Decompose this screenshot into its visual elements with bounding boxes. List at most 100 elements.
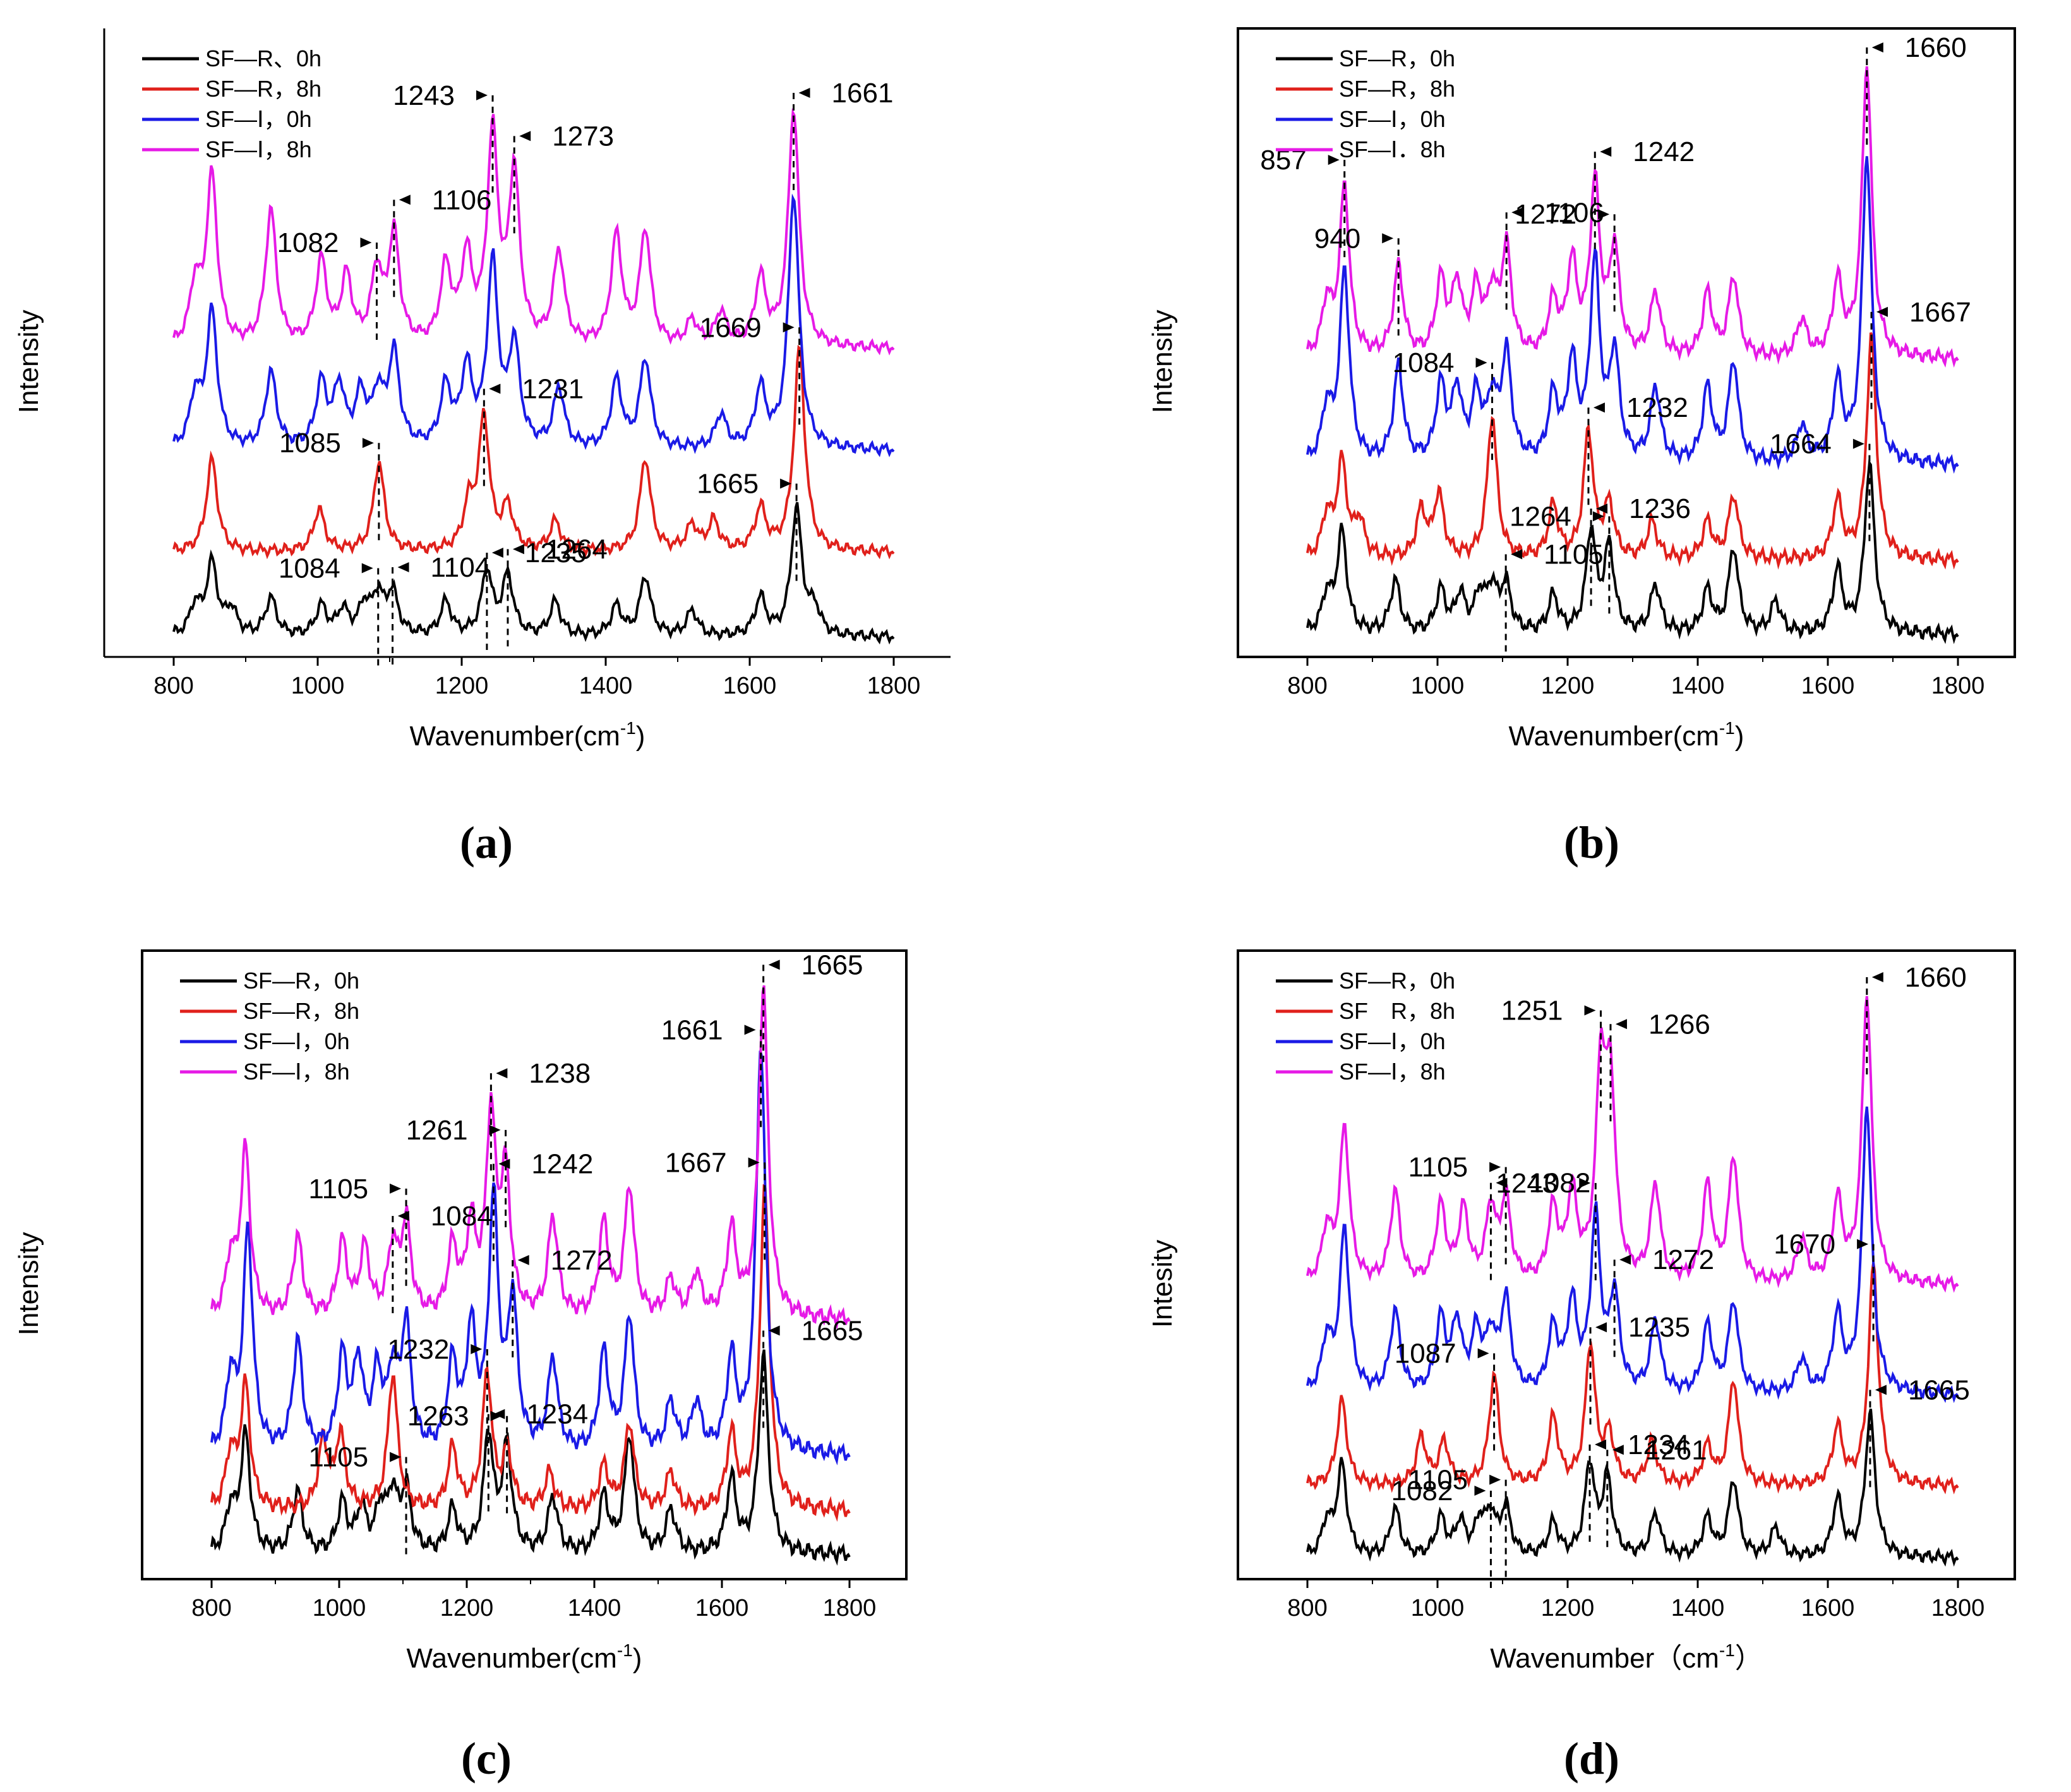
peak-arrow-icon bbox=[1595, 1322, 1607, 1333]
y-axis-title: Intensity bbox=[13, 1232, 44, 1335]
peak-arrow-icon bbox=[489, 1124, 501, 1135]
peak-arrow-icon bbox=[1857, 1239, 1869, 1249]
peak-label: 1085 bbox=[279, 428, 341, 459]
x-tick-label: 800 bbox=[153, 673, 193, 699]
peak-label: 1236 bbox=[1629, 493, 1691, 524]
legend-label: SF R，8h bbox=[1339, 998, 1455, 1024]
peak-label: 1261 bbox=[406, 1115, 468, 1146]
peak-arrow-icon bbox=[1615, 1019, 1627, 1030]
legend-label: SF—R，8h bbox=[243, 998, 359, 1024]
series-line-sf-i-8h bbox=[172, 107, 895, 356]
x-tick-label: 1800 bbox=[1931, 1595, 1985, 1621]
peak-label: 1234 bbox=[526, 1399, 588, 1430]
peak-arrow-icon bbox=[1619, 1254, 1631, 1265]
x-tick-label: 1800 bbox=[1931, 673, 1985, 699]
peak-arrow-icon bbox=[360, 237, 372, 248]
peak-arrow-icon bbox=[471, 1344, 483, 1354]
peak-arrow-icon bbox=[1584, 1005, 1596, 1016]
x-tick-label: 1000 bbox=[1411, 1595, 1465, 1621]
peak-arrow-icon bbox=[1871, 42, 1883, 53]
series-line-sf-r-0h bbox=[1306, 459, 1959, 644]
x-tick-label: 800 bbox=[191, 1595, 231, 1621]
peak-label: 1272 bbox=[1515, 199, 1576, 230]
peak-label: 1105 bbox=[308, 1174, 368, 1205]
peak-label: 1105 bbox=[1544, 539, 1604, 570]
peak-arrow-icon bbox=[1511, 207, 1523, 218]
x-tick-label: 1400 bbox=[1671, 1595, 1725, 1621]
peak-label: 1105 bbox=[1408, 1465, 1468, 1496]
peak-arrow-icon bbox=[1593, 402, 1605, 413]
peak-arrow-icon bbox=[1596, 503, 1608, 514]
series-line-sf-r-0h bbox=[172, 502, 895, 645]
panel-a: 800 1000 1200 1400 1600 1800 Wavenumber(cm-1) I… bbox=[13, 28, 951, 868]
peak-label: 1084 bbox=[431, 1201, 493, 1232]
series-line-sf-i-0h bbox=[172, 193, 895, 457]
peak-arrow-icon bbox=[512, 544, 524, 555]
peak-label: 1273 bbox=[552, 121, 614, 152]
peak-arrow-icon bbox=[399, 195, 411, 205]
legend-label: SF—R，0h bbox=[1339, 968, 1455, 994]
peak-arrow-icon bbox=[490, 1410, 502, 1421]
x-axis-title-main: Wavenumber(cm bbox=[1509, 721, 1719, 752]
peak-arrow-icon bbox=[361, 563, 373, 574]
x-tick-label: 1400 bbox=[579, 673, 633, 699]
series-line-sf-r-8h bbox=[1306, 332, 1959, 570]
x-axis-title-main: Wavenumber(cm bbox=[407, 1643, 617, 1674]
legend-label: SF—R、0h bbox=[205, 45, 321, 71]
x-axis-title: Wavenumber(cm-1) bbox=[1509, 718, 1744, 752]
peak-label: 1231 bbox=[522, 374, 584, 405]
y-axis-title: Intensity bbox=[1147, 310, 1178, 413]
peak-arrow-icon bbox=[1595, 1439, 1607, 1450]
peak-label: 1664 bbox=[1770, 429, 1832, 460]
x-tick-label: 1600 bbox=[695, 1595, 749, 1621]
peak-arrow-icon bbox=[1592, 511, 1604, 522]
x-tick-label: 1200 bbox=[1541, 673, 1595, 699]
peak-arrow-icon bbox=[489, 383, 501, 394]
peak-label: 1106 bbox=[1544, 197, 1604, 228]
legend-label: SF—Ⅰ．8h bbox=[1339, 136, 1446, 162]
series-line-sf-i-8h bbox=[210, 985, 851, 1330]
peak-label: 1665 bbox=[801, 1315, 863, 1346]
peak-arrow-icon bbox=[1876, 306, 1888, 317]
series-line-sf-i-8h bbox=[1306, 66, 1959, 368]
peak-label: 1272 bbox=[1652, 1244, 1714, 1275]
x-tick-label: 1400 bbox=[1671, 673, 1725, 699]
peak-arrow-icon bbox=[748, 1157, 760, 1168]
peak-label: 1661 bbox=[661, 1014, 723, 1045]
y-axis-title: Intesity bbox=[1147, 1240, 1178, 1328]
plot-frame bbox=[1237, 27, 2016, 658]
peak-label: 1106 bbox=[432, 184, 492, 215]
peak-arrow-icon bbox=[768, 1325, 780, 1336]
peak-label: 1105 bbox=[1408, 1152, 1468, 1183]
legend-label: SF—R，0h bbox=[243, 968, 359, 994]
series-line-sf-i-0h bbox=[1306, 156, 1959, 474]
x-tick-label: 800 bbox=[1287, 1595, 1327, 1621]
x-tick-label: 1000 bbox=[313, 1595, 366, 1621]
x-tick-label: 1200 bbox=[435, 673, 489, 699]
peak-label: 1232 bbox=[1626, 392, 1688, 423]
peak-arrow-icon bbox=[491, 548, 503, 558]
peak-arrow-icon bbox=[1475, 358, 1487, 368]
peak-label: 1084 bbox=[279, 553, 340, 584]
x-axis-title-sup: -1 bbox=[1719, 718, 1735, 738]
peak-arrow-icon bbox=[498, 1158, 510, 1169]
peak-arrow-icon bbox=[1875, 1385, 1887, 1395]
panel-letter: (b) bbox=[1564, 817, 1619, 868]
peak-label: 1082 bbox=[277, 227, 339, 258]
peak-label: 1082 bbox=[1391, 1476, 1453, 1506]
peak-arrow-icon bbox=[476, 90, 488, 100]
x-tick-label: 1200 bbox=[1541, 1595, 1595, 1621]
peak-arrow-icon bbox=[519, 131, 531, 141]
x-tick-label: 1800 bbox=[867, 673, 921, 699]
x-axis-title: Wavenumber（cm-1） bbox=[1490, 1640, 1763, 1674]
peak-label: 940 bbox=[1314, 223, 1360, 254]
peak-label: 1243 bbox=[393, 80, 455, 111]
peak-label: 1665 bbox=[1908, 1374, 1970, 1405]
peak-label: 1084 bbox=[1393, 347, 1455, 378]
legend-label: SF—Ⅰ，0h bbox=[243, 1028, 350, 1054]
peak-label: 1087 bbox=[1395, 1338, 1456, 1369]
peak-arrow-icon bbox=[362, 438, 374, 448]
peak-arrow-icon bbox=[390, 1183, 402, 1194]
